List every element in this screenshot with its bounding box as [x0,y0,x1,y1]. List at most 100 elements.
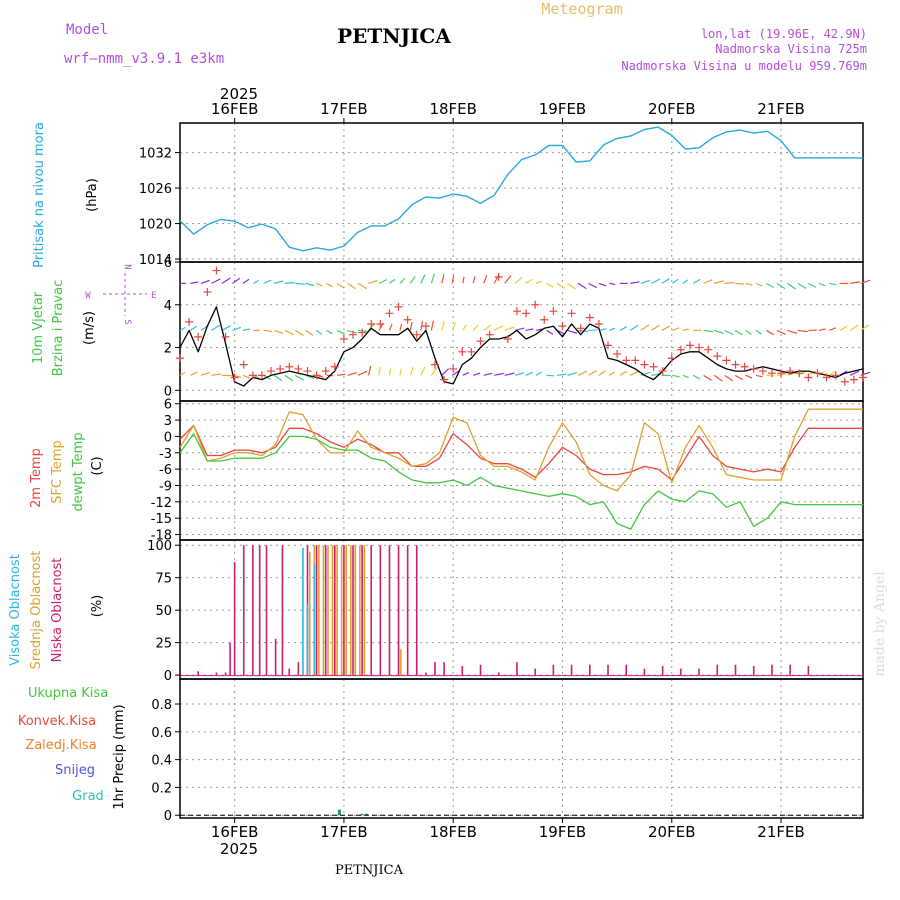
wind-arrow-0-1265 [755,282,763,287]
wind-arrow-2-1196 [724,374,734,382]
wind-arrow-2-1288 [766,374,775,377]
wind-arrow-2-506 [409,367,414,376]
day-label-bottom-2: 18FEB [429,823,476,841]
precip-bar-0 [337,809,341,816]
wind-arrow-0-1403 [818,282,826,287]
wind-arrow-2-1104 [682,374,689,379]
wind-gust-marker-2 [194,332,203,341]
wind-gust-marker-51 [640,360,649,369]
wind-gust-marker-58 [704,345,713,354]
day-label-bottom-1: 17FEB [320,823,367,841]
wind-arrow-0-598 [451,275,455,284]
wind-arrow-0-1288 [766,282,775,289]
wind-arrow-2-460 [388,368,392,376]
wind-compass: N S W E [85,264,156,324]
wind-arrow-1-874 [577,329,588,333]
wind-arrow-0-828 [556,282,565,289]
wind-arrow-1-1173 [713,329,724,335]
wind-arrow-1-115 [232,326,241,331]
compass-west: W [85,291,91,301]
wind-gust-marker-24 [394,302,403,311]
wind-arrow-2-736 [514,372,525,376]
wind-arrow-1-1058 [661,325,670,331]
wind-gust-marker-9 [257,371,266,380]
wind-arrow-2-621 [462,372,469,376]
wind-gust-marker-36 [503,334,512,343]
wind-gust-marker-45 [585,313,594,322]
wind-arrow-1-552 [430,320,434,331]
wind-arrow-0-1380 [808,282,817,288]
wind-arrow-1-1495 [860,324,870,331]
altitude-label: Nadmorska Visina 725m [715,42,867,56]
panel-frame-1 [179,261,864,402]
precip-bar-2 [365,813,369,816]
wind-arrow-1-138 [242,328,251,332]
wind-arrow-0-506 [409,275,416,284]
wind-gust-marker-67 [786,367,795,376]
wind-gust-marker-42 [558,322,567,331]
wind-arrow-0-713 [504,275,512,284]
wind-arrow-2-828 [556,373,567,376]
temp-sfc-line [179,408,863,492]
wind-arrow-0-1426 [829,282,837,286]
wind-gust-marker-12 [285,362,294,371]
wind-gust-marker-20 [358,328,367,337]
day-label-bottom-3: 19FEB [539,823,586,841]
ytick-label-2-6: -12 [151,496,172,511]
wind-arrow-0-920 [598,282,607,287]
wind-gust-marker-40 [540,315,549,324]
plot-area: 10141020102610320246630-3-6-9-12-15-1802… [139,100,871,841]
wind-arrow-2-644 [473,372,481,376]
wind-gust-marker-74 [849,375,858,384]
ytick-label-4-2: 0.4 [151,754,172,769]
wind-speed-line [179,306,864,387]
wind-arrow-0-1242 [745,282,753,286]
wind-arrow-1-1426 [829,327,837,331]
wind-gust-marker-32 [467,347,476,356]
wind-gust-marker-38 [522,309,531,318]
wind-arrow-2-552 [430,366,438,376]
wind-arrow-2-1012 [640,371,651,376]
ytick-label-1-0: 0 [164,384,172,399]
wind-arrow-2-253 [294,374,305,381]
wind-gust-marker-0 [176,354,184,363]
wind-arrow-2-1127 [692,374,701,380]
wind-arrow-1-759 [525,328,534,332]
wind-arrow-0-759 [525,278,533,284]
wind-gust-marker-31 [458,347,467,356]
wind-arrow-2-437 [378,366,382,376]
wind-arrow-0-1035 [651,278,661,284]
wind-arrow-0-1472 [850,281,860,284]
wind-arrow-0-276 [305,282,315,287]
wind-arrow-0-92 [221,277,231,284]
wind-ylabel-a: 10m Vjetar [31,291,46,364]
wind-arrow-0-483 [399,278,406,284]
wind-arrow-2-115 [232,374,242,378]
wind-arrow-0-23 [190,281,199,284]
wind-gust-marker-10 [267,367,276,376]
wind-arrow-1-1357 [797,329,808,333]
wind-arrow-1-943 [609,327,616,331]
wind-arrow-2-690 [494,372,504,376]
wind-arrow-2-138 [242,374,251,379]
wind-arrow-0-322 [326,282,333,288]
wind-gust-marker-29 [440,375,449,384]
wind-arrow-1-575 [441,321,446,331]
wind-arrow-1-989 [629,324,639,331]
wind-gust-marker-43 [567,309,576,318]
day-label-bottom-4: 20FEB [648,823,695,841]
wind-gust-marker-73 [840,377,849,386]
ytick-label-3-0: 0 [164,669,172,684]
wind-arrow-2-69 [211,373,222,376]
wind-arrow-1-391 [357,329,369,333]
wind-arrow-0-437 [378,279,387,284]
ytick-label-2-3: -3 [159,447,172,462]
ytick-label-1-3: 6 [164,256,172,271]
wind-arrow-2-414 [367,365,372,376]
day-label-top-1: 17FEB [320,100,367,118]
wind-arrow-0-1081 [671,278,679,284]
wind-gust-marker-6 [230,373,239,382]
precip-bar-1 [360,813,364,816]
wind-arrow-1-1334 [787,329,798,334]
wind-arrow-0-943 [609,282,616,286]
